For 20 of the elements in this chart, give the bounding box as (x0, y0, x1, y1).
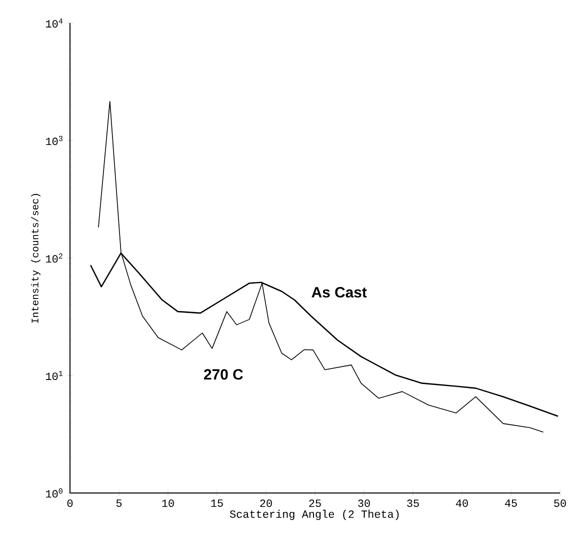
x-tick-label: 35 (407, 500, 419, 507)
y-tick-label: 10$^{1}$ (46, 370, 63, 380)
y-tick-label: 10$^{0}$ (46, 488, 63, 498)
y-tick-label: 10$^{4}$ (46, 18, 63, 28)
y-tick-label: 10$^{2}$ (46, 253, 62, 263)
x-tick-label: 15 (211, 500, 223, 507)
x-tick-label: 0 (67, 500, 73, 507)
x-tick-label: 50 (554, 500, 566, 507)
series-label: As Cast (312, 286, 367, 298)
y-axis-title: Intensity (counts/sec) (31, 194, 40, 323)
x-tick-label: 5 (116, 500, 122, 507)
x-tick-label: 45 (504, 500, 517, 507)
x-tick-label: 40 (456, 500, 468, 507)
x-tick-label: 30 (358, 500, 370, 507)
x-tick-label: 20 (260, 500, 272, 507)
x-tick-label: 25 (309, 500, 321, 507)
y-tick-label: 10$^{3}$ (46, 136, 62, 146)
series-label: 270 C (204, 369, 243, 380)
x-axis-title: Scattering Angle (2 Theta) (230, 510, 399, 520)
x-tick-label: 10 (162, 500, 174, 507)
